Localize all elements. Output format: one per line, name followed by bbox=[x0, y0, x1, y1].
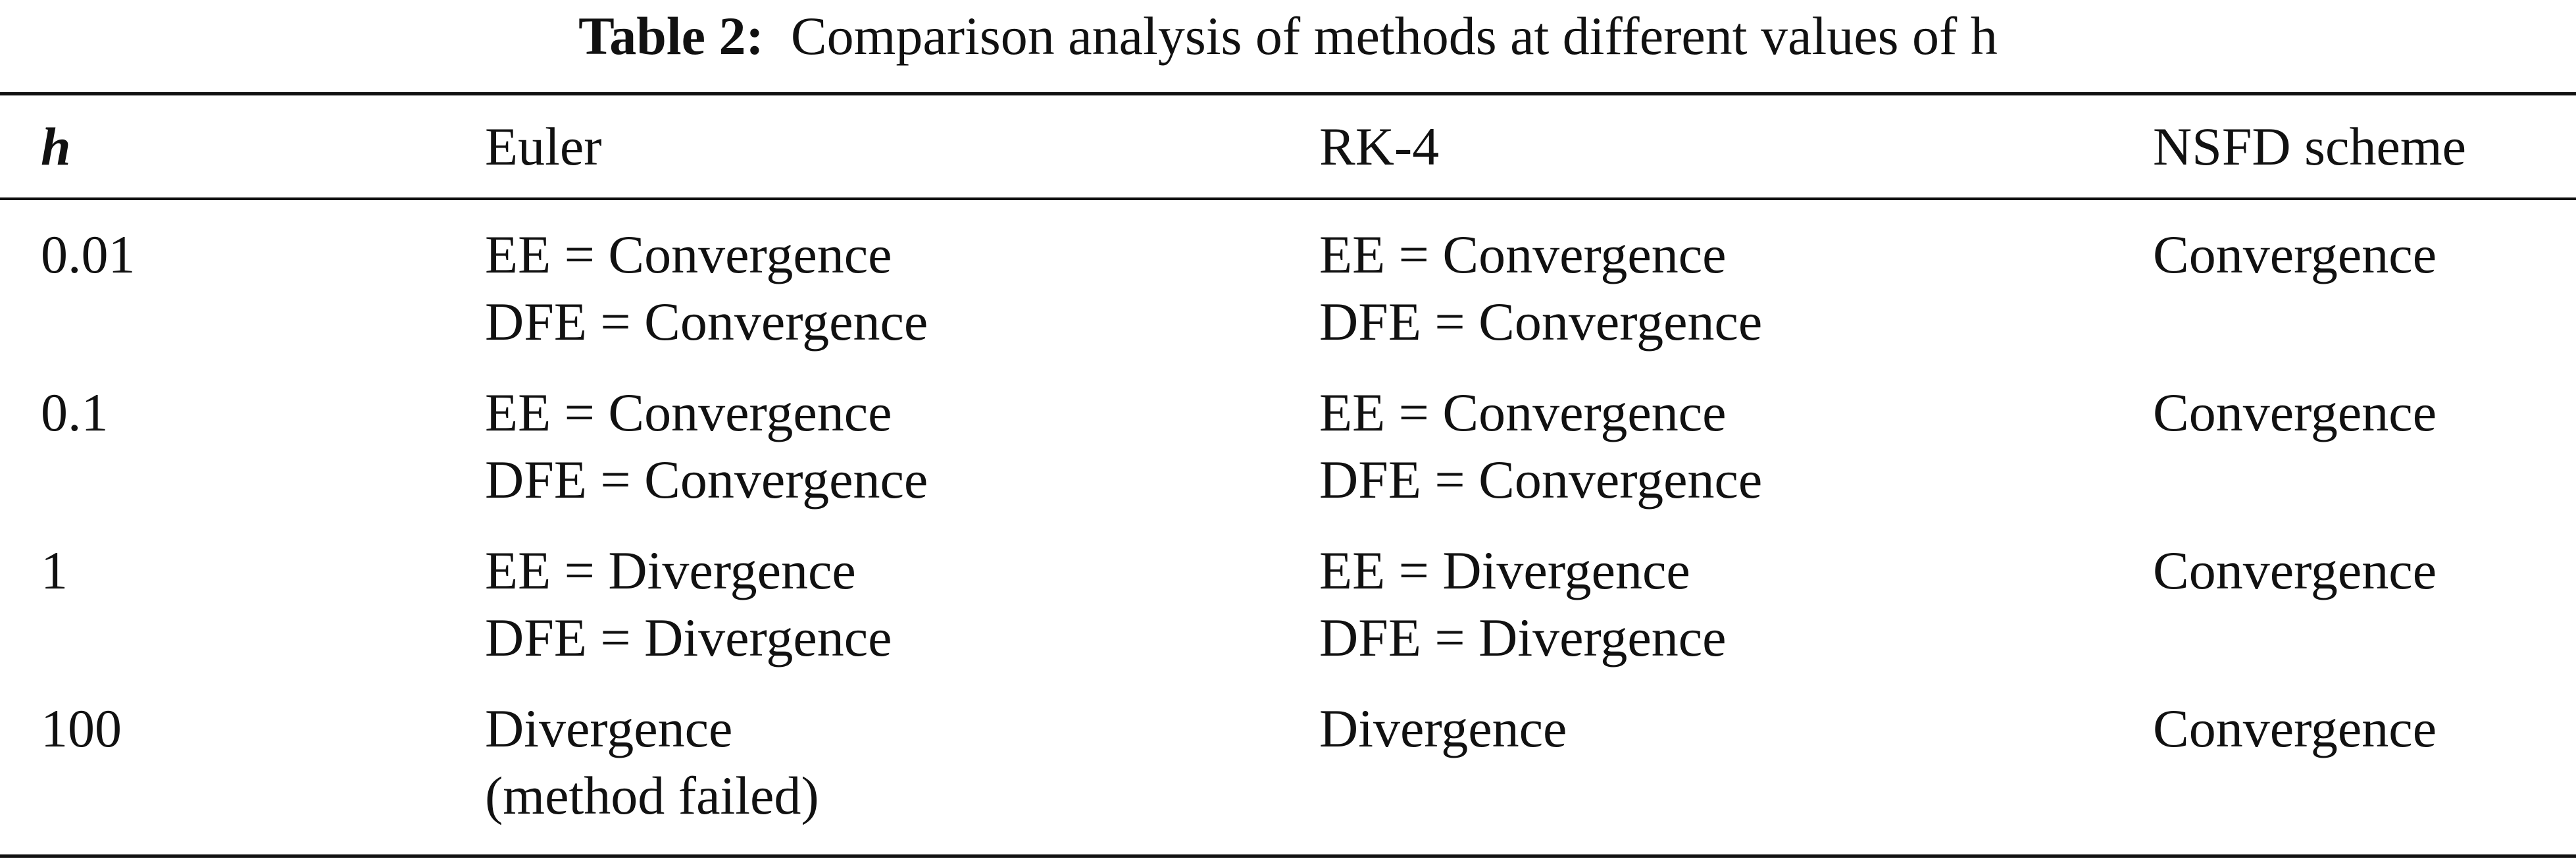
cell-line: EE = Convergence bbox=[1319, 382, 1727, 442]
column-header-nsfd: NSFD scheme bbox=[2153, 117, 2467, 176]
cell-line: DFE = Convergence bbox=[1319, 450, 1763, 510]
cell-line: Convergence bbox=[2153, 224, 2437, 284]
table-cell-h: 0.01 bbox=[41, 224, 136, 284]
table-cell-nsfd: Convergence bbox=[2153, 695, 2437, 762]
cell-line: Convergence bbox=[2153, 540, 2437, 600]
table-caption: Table 2: Comparison analysis of methods … bbox=[0, 0, 2576, 79]
cell-line: DFE = Divergence bbox=[1319, 608, 1727, 667]
cell-line: DFE = Convergence bbox=[485, 450, 928, 510]
table-cell-euler: EE = Convergence DFE = Convergence bbox=[485, 221, 928, 355]
column-header-rk4: RK-4 bbox=[1319, 117, 1440, 176]
cell-line: EE = Convergence bbox=[485, 382, 892, 442]
cell-line: Divergence bbox=[485, 698, 733, 758]
table-cell-rk4: EE = Divergence DFE = Divergence bbox=[1319, 537, 1727, 671]
table-cell-h: 1 bbox=[41, 540, 68, 600]
table-cell-rk4: EE = Convergence DFE = Convergence bbox=[1319, 379, 1762, 513]
table-cell-euler: EE = Divergence DFE = Divergence bbox=[485, 537, 892, 671]
table-top-rule bbox=[0, 92, 2576, 95]
table-bottom-rule bbox=[0, 854, 2576, 858]
table-caption-label: Table 2: bbox=[578, 6, 764, 66]
table-cell-h: 100 bbox=[41, 698, 122, 758]
cell-line: Convergence bbox=[2153, 698, 2437, 758]
cell-line: EE = Convergence bbox=[1319, 224, 1727, 284]
column-header-euler: Euler bbox=[485, 117, 602, 176]
table-cell-nsfd: Convergence bbox=[2153, 379, 2437, 446]
table-cell-rk4: Divergence bbox=[1319, 695, 1567, 762]
cell-line: DFE = Convergence bbox=[485, 292, 928, 352]
cell-line: DFE = Convergence bbox=[1319, 292, 1763, 352]
cell-line: Divergence bbox=[1319, 698, 1567, 758]
cell-line: Convergence bbox=[2153, 382, 2437, 442]
table-cell-rk4: EE = Convergence DFE = Convergence bbox=[1319, 221, 1762, 355]
cell-line: EE = Convergence bbox=[485, 224, 892, 284]
table-cell-h: 0.1 bbox=[41, 382, 109, 442]
cell-line: DFE = Divergence bbox=[485, 608, 892, 667]
cell-line: (method failed) bbox=[485, 766, 819, 825]
table-cell-nsfd: Convergence bbox=[2153, 221, 2437, 288]
table-cell-euler: EE = Convergence DFE = Convergence bbox=[485, 379, 928, 513]
cell-line: EE = Divergence bbox=[1319, 540, 1690, 600]
table-cell-euler: Divergence (method failed) bbox=[485, 695, 819, 829]
table-caption-text: Comparison analysis of methods at differ… bbox=[790, 6, 1998, 66]
table-header-rule bbox=[0, 197, 2576, 200]
column-header-h: h bbox=[41, 117, 71, 176]
cell-line: EE = Divergence bbox=[485, 540, 856, 600]
table-cell-nsfd: Convergence bbox=[2153, 537, 2437, 604]
